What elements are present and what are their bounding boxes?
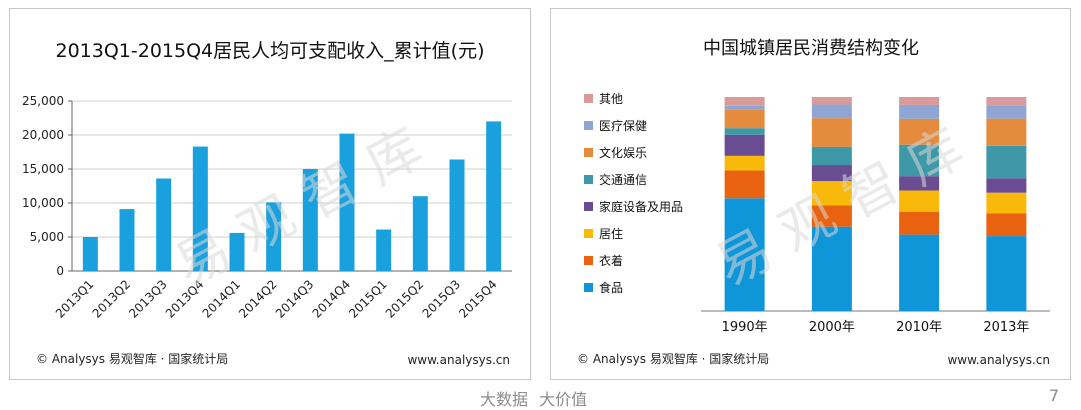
income-chart-panel: 2013Q1-2015Q4居民人均可支配收入_累计值(元) 0 5,000 10,00… bbox=[9, 8, 531, 380]
segment-其他-1990年 bbox=[724, 97, 765, 106]
y-tick-label: 5,000 bbox=[30, 230, 64, 244]
bar-2015Q3 bbox=[449, 159, 465, 271]
legend-swatch bbox=[584, 94, 593, 103]
bar-2013Q2 bbox=[119, 209, 135, 271]
segment-家庭设备及用品-1990年 bbox=[724, 134, 765, 156]
segment-食品-2010年 bbox=[899, 234, 940, 311]
legend-swatch bbox=[584, 202, 593, 211]
x-tick-label: 2014Q2 bbox=[236, 277, 280, 321]
x-tick-label: 2013Q3 bbox=[126, 277, 170, 321]
x-tick-label: 2014Q1 bbox=[200, 277, 244, 321]
legend-label: 家庭设备及用品 bbox=[599, 199, 683, 214]
segment-食品-2013年 bbox=[986, 236, 1027, 311]
bar-2014Q1 bbox=[229, 232, 245, 271]
segment-其他-2000年 bbox=[811, 97, 852, 105]
segment-家庭设备及用品-2010年 bbox=[899, 176, 940, 191]
bar-2015Q2 bbox=[412, 196, 428, 271]
page-number: 7 bbox=[1048, 386, 1059, 405]
legend-swatch bbox=[584, 175, 593, 184]
source-url: www.analysys.cn bbox=[407, 353, 510, 367]
legend-label: 居住 bbox=[599, 227, 623, 241]
bar-2013Q1 bbox=[82, 237, 98, 271]
y-tick-label: 20,000 bbox=[22, 128, 64, 142]
chart-title: 2013Q1-2015Q4居民人均可支配收入_累计值(元) bbox=[56, 40, 485, 62]
segment-食品-1990年 bbox=[724, 198, 765, 311]
segment-家庭设备及用品-2000年 bbox=[811, 165, 852, 182]
bar-2014Q4 bbox=[339, 133, 355, 271]
segment-文化娱乐-2000年 bbox=[811, 118, 852, 147]
bar-2014Q2 bbox=[266, 202, 282, 271]
chart-title: 中国城镇居民消费结构变化 bbox=[703, 38, 919, 59]
bar-2013Q4 bbox=[192, 146, 208, 271]
x-tick-label: 2015Q2 bbox=[383, 277, 427, 321]
consumption-chart-panel: 中国城镇居民消费结构变化 1990年 2000年 2010年 2013年 其他医疗保健文化… bbox=[550, 8, 1071, 380]
segment-衣着-2000年 bbox=[811, 205, 852, 227]
y-tick-label: 0 bbox=[56, 264, 64, 278]
legend-label: 医疗保健 bbox=[599, 119, 647, 133]
legend-label: 食品 bbox=[599, 280, 623, 295]
consumption-stacked-chart: 中国城镇居民消费结构变化 1990年 2000年 2010年 2013年 其他医疗保健文化… bbox=[584, 38, 1050, 335]
segment-交通通信-2010年 bbox=[899, 144, 940, 177]
segment-居住-2010年 bbox=[899, 190, 940, 212]
segment-衣着-2013年 bbox=[986, 213, 1027, 237]
segment-文化娱乐-2013年 bbox=[986, 118, 1027, 146]
segment-居住-1990年 bbox=[724, 155, 765, 171]
segment-衣着-2010年 bbox=[899, 211, 940, 235]
x-tick-label: 2015Q1 bbox=[346, 277, 390, 321]
segment-交通通信-2013年 bbox=[986, 145, 1027, 179]
y-tick-label: 25,000 bbox=[22, 94, 64, 108]
x-tick-label: 1990年 bbox=[722, 320, 768, 335]
segment-家庭设备及用品-2013年 bbox=[986, 178, 1027, 193]
income-bar-chart: 2013Q1-2015Q4居民人均可支配收入_累计值(元) 0 5,000 10,00… bbox=[22, 40, 512, 321]
x-tick-label: 2014Q3 bbox=[273, 277, 317, 321]
segment-医疗保健-2000年 bbox=[811, 104, 852, 119]
source-credit: © Analysys 易观智库 · 国家统计局 bbox=[36, 352, 229, 366]
x-tick-label: 2013Q1 bbox=[53, 277, 97, 321]
legend-label: 其他 bbox=[599, 92, 623, 106]
legend-label: 衣着 bbox=[599, 253, 623, 268]
segment-衣着-1990年 bbox=[724, 170, 765, 199]
legend-swatch bbox=[584, 121, 593, 130]
x-tick-label: 2010年 bbox=[896, 320, 942, 335]
x-tick-label: 2015Q4 bbox=[456, 277, 500, 321]
segment-交通通信-1990年 bbox=[724, 128, 765, 135]
x-tick-label: 2000年 bbox=[809, 320, 855, 335]
segment-医疗保健-2013年 bbox=[986, 105, 1027, 119]
legend-swatch bbox=[584, 256, 593, 265]
segment-医疗保健-2010年 bbox=[899, 104, 940, 119]
bar-2014Q3 bbox=[302, 169, 318, 271]
legend-swatch bbox=[584, 148, 593, 157]
segment-居住-2000年 bbox=[811, 181, 852, 206]
bar-2015Q1 bbox=[376, 229, 392, 271]
legend-swatch bbox=[584, 283, 593, 292]
bar-2013Q3 bbox=[156, 178, 172, 271]
x-tick-label: 2014Q4 bbox=[310, 277, 354, 321]
segment-食品-2000年 bbox=[811, 226, 852, 311]
x-tick-label: 2013Q4 bbox=[163, 277, 207, 321]
segment-其他-2013年 bbox=[986, 97, 1027, 106]
legend-label: 交通通信 bbox=[599, 172, 647, 187]
footer-tagline: 大数据 大价值 bbox=[480, 390, 588, 409]
segment-居住-2013年 bbox=[986, 192, 1027, 214]
source-url: www.analysys.cn bbox=[947, 353, 1050, 367]
source-credit: © Analysys 易观智库 · 国家统计局 bbox=[577, 352, 770, 366]
segment-其他-2010年 bbox=[899, 97, 940, 105]
x-tick-label: 2013年 bbox=[983, 320, 1029, 335]
bar-2015Q4 bbox=[486, 121, 502, 272]
y-tick-label: 10,000 bbox=[22, 196, 64, 210]
legend-label: 文化娱乐 bbox=[599, 145, 647, 160]
legend-swatch bbox=[584, 229, 593, 238]
x-tick-label: 2015Q3 bbox=[420, 277, 464, 321]
segment-医疗保健-1990年 bbox=[724, 105, 765, 110]
segment-交通通信-2000年 bbox=[811, 146, 852, 166]
y-tick-label: 15,000 bbox=[22, 162, 64, 176]
segment-文化娱乐-1990年 bbox=[724, 109, 765, 129]
x-tick-label: 2013Q2 bbox=[90, 277, 134, 321]
segment-文化娱乐-2010年 bbox=[899, 118, 940, 145]
